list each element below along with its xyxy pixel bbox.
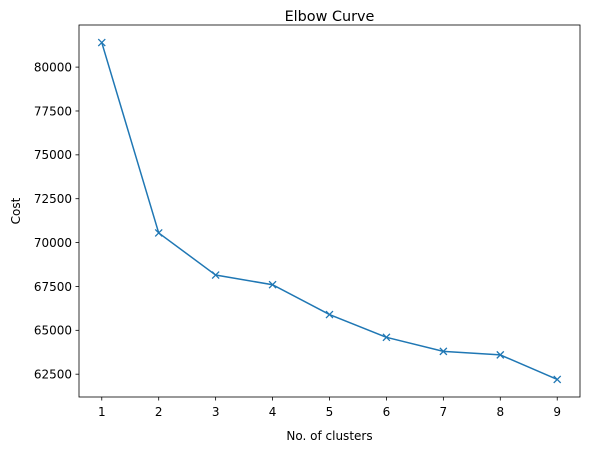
x-axis-title: No. of clusters	[286, 429, 372, 443]
data-point-marker	[154, 228, 163, 237]
data-point-marker	[97, 38, 106, 47]
x-tick-label: 3	[212, 405, 220, 419]
x-tick-label: 8	[496, 405, 504, 419]
x-tick-label: 4	[269, 405, 277, 419]
data-point-marker	[211, 271, 220, 280]
data-point-marker	[496, 350, 505, 359]
series-markers	[97, 38, 562, 384]
y-tick-label: 70000	[34, 236, 72, 250]
plot-area	[79, 25, 580, 397]
x-tick-label: 2	[155, 405, 163, 419]
x-tick-label: 1	[98, 405, 106, 419]
y-tick-label: 77500	[34, 104, 72, 118]
data-point-marker	[325, 310, 334, 319]
data-point-marker	[439, 347, 448, 356]
x-tick-label: 5	[326, 405, 334, 419]
x-tick-label: 6	[383, 405, 391, 419]
data-point-marker	[268, 280, 277, 289]
y-tick-label: 72500	[34, 192, 72, 206]
y-tick-label: 75000	[34, 148, 72, 162]
y-axis-ticks: 62500 65000 67500 70000 72500 75000 77500 80000	[34, 60, 79, 381]
data-point-marker	[382, 333, 391, 342]
x-tick-label: 9	[553, 405, 561, 419]
x-tick-label: 7	[440, 405, 448, 419]
y-tick-label: 80000	[34, 60, 72, 74]
data-point-marker	[553, 375, 562, 384]
chart-title: Elbow Curve	[285, 9, 375, 25]
x-axis-ticks: 1 2 3 4 5 6 7 8 9	[98, 397, 561, 419]
y-tick-label: 65000	[34, 324, 72, 338]
y-axis-title: Cost	[9, 197, 23, 224]
y-tick-label: 67500	[34, 280, 72, 294]
y-tick-label: 62500	[34, 367, 72, 381]
plot-frame	[78, 24, 581, 398]
